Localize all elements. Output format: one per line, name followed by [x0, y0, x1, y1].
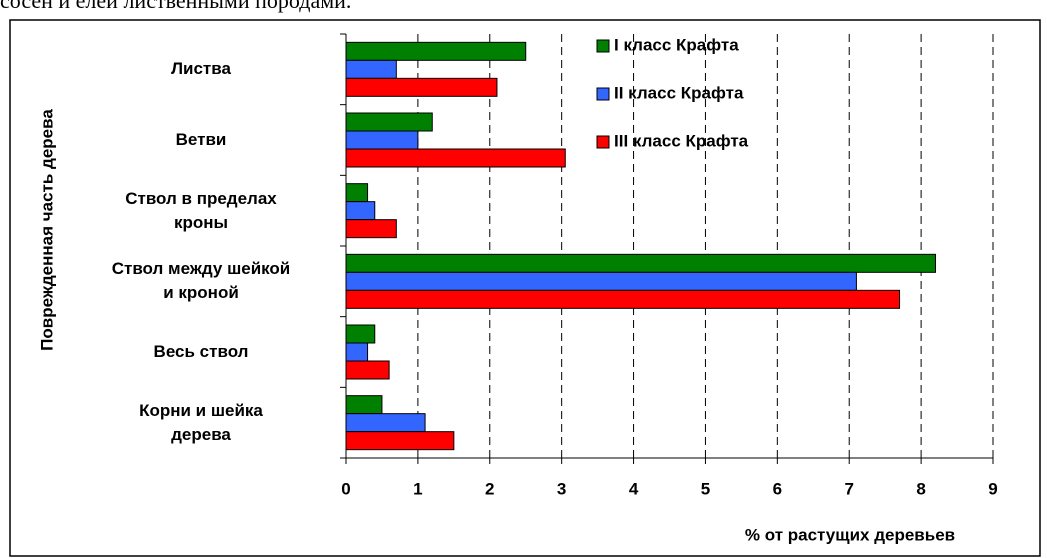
x-tick-label: 7 — [844, 479, 853, 498]
y-tick-label: Листва — [171, 59, 231, 79]
caption: сосен и елей лиственными породами. — [0, 0, 352, 13]
legend-swatch — [596, 135, 610, 149]
legend-swatch — [596, 39, 610, 53]
bar — [345, 395, 383, 415]
x-tick-label: 4 — [629, 479, 639, 498]
bar — [345, 201, 376, 221]
y-tick-label: Корни и шейка дерева — [139, 400, 263, 444]
bar — [345, 112, 433, 132]
x-tick-label: 5 — [701, 479, 710, 498]
bar — [345, 59, 397, 79]
x-tick-label: 8 — [916, 479, 925, 498]
bar — [345, 271, 857, 291]
y-tick-label: Весь ствол — [153, 342, 249, 361]
bar — [345, 431, 455, 451]
bar — [345, 77, 498, 97]
x-tick-label: 6 — [773, 479, 782, 498]
bar — [345, 41, 527, 61]
bar — [345, 413, 426, 433]
legend-swatch — [596, 87, 610, 101]
x-tick-label: 1 — [413, 479, 422, 498]
x-tick-label: 2 — [485, 479, 494, 498]
bar — [345, 253, 936, 273]
x-tick-label: 3 — [557, 479, 566, 498]
x-tick-label: 9 — [988, 479, 997, 498]
y-axis-title: Поврежденная часть дерева — [37, 109, 56, 351]
bar — [345, 130, 419, 150]
bar — [345, 183, 369, 203]
bar — [345, 219, 397, 239]
bar — [345, 324, 376, 344]
y-tick-label: Ствол в пределах кроны — [125, 188, 277, 232]
bar — [345, 289, 901, 309]
bar — [345, 342, 369, 362]
y-tick-label: Ствол между шейкой и кроной — [111, 259, 291, 303]
x-tick-label: 0 — [341, 479, 350, 498]
bar — [345, 148, 566, 168]
x-axis-title: % от растущих деревьев — [745, 525, 955, 544]
legend-label: II класс Крафта — [614, 83, 744, 102]
legend-label: I класс Крафта — [614, 35, 739, 54]
legend-label: III класс Крафта — [614, 131, 749, 150]
y-tick-label: Ветви — [175, 130, 227, 149]
bar — [345, 360, 390, 380]
